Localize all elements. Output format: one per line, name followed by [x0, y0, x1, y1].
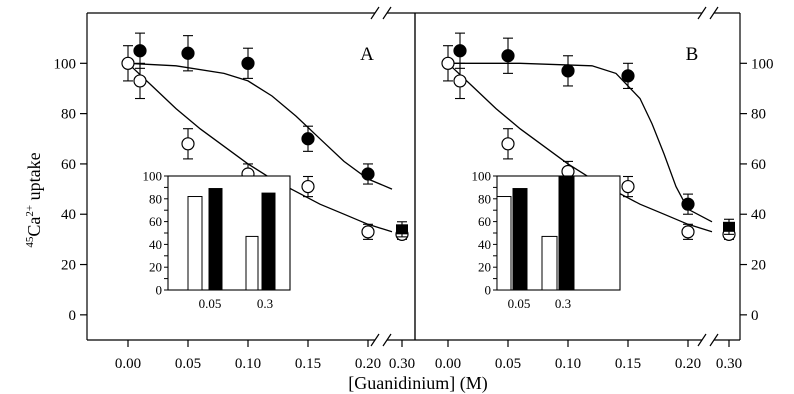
- data-point-filled: [681, 197, 695, 211]
- y-label-sup1: 45: [24, 236, 36, 248]
- y-label-sup2: 2+: [24, 205, 36, 217]
- data-point-open: [453, 74, 467, 88]
- y-tick-label: 100: [751, 56, 774, 72]
- axis-break-mark: [709, 6, 719, 20]
- fit-curve-filled: [448, 62, 713, 223]
- fit-curve-open: [447, 62, 713, 233]
- data-point-open: [361, 225, 375, 239]
- axis-break-mark: [697, 6, 707, 20]
- y-label-base: Ca: [24, 217, 44, 237]
- axis-break-mark: [370, 6, 380, 20]
- inset-category-label: 0.05: [199, 296, 222, 311]
- inset-y-tick-label: 80: [478, 191, 491, 206]
- y-tick-label: 20: [61, 258, 76, 274]
- x-tick-label: 0.30: [389, 356, 415, 372]
- inset-category-label: 0.3: [257, 296, 273, 311]
- inset-y-tick-label: 40: [478, 237, 491, 252]
- data-point-filled: [241, 56, 255, 70]
- data-point-open: [121, 56, 135, 70]
- data-point-filled: [133, 44, 147, 58]
- inset-bar-chart: 0 20 40 60 80 100 0.05 0.3: [143, 169, 291, 311]
- inset-y-tick-label: 20: [149, 260, 162, 275]
- x-tick-label: 0.10: [555, 356, 581, 372]
- y-tick-label: 40: [61, 207, 76, 223]
- y-tick-label: 60: [751, 157, 766, 173]
- inset-bar-open: [245, 235, 259, 291]
- data-point-open: [301, 179, 315, 194]
- x-tick-label: 0.20: [355, 356, 381, 372]
- y-tick-label: 100: [54, 56, 77, 72]
- y-tick-label: 40: [751, 207, 766, 223]
- inset-bar-open: [541, 235, 558, 291]
- inset-y-tick-label: 80: [149, 191, 162, 206]
- inset-y-tick-label: 40: [149, 237, 162, 252]
- data-point-open: [181, 137, 195, 151]
- data-point-filled: [501, 49, 515, 63]
- inset-y-tick-label: 0: [485, 283, 492, 298]
- data-point-filled: [561, 64, 575, 78]
- y-tick-label: 0: [69, 308, 77, 324]
- data-point-open: [441, 56, 455, 70]
- fit-curve-open: [127, 62, 393, 233]
- data-point-filled: [621, 69, 635, 83]
- inset-bar-filled: [208, 188, 223, 291]
- panel-b: 0 20 40 60 80 100 0.00 0.05 0.10 0.15 0.20 0.30 B 0 20…: [414, 6, 774, 372]
- inset-y-tick-label: 60: [478, 214, 491, 229]
- panel-label: A: [360, 44, 374, 65]
- data-point-open: [501, 137, 515, 151]
- x-axis-label: [Guanidinium] (M): [348, 373, 487, 394]
- x-tick-label: 0.05: [495, 356, 521, 372]
- x-tick-label: 0.30: [716, 356, 742, 372]
- inset-category-label: 0.3: [555, 296, 571, 311]
- panel-label: B: [686, 44, 699, 65]
- inset-y-tick-label: 100: [143, 169, 163, 184]
- x-tick-label: 0.15: [615, 356, 641, 372]
- y-tick-label: 0: [751, 308, 759, 324]
- x-tick-label: 0.10: [235, 356, 261, 372]
- inset-y-tick-label: 0: [156, 283, 163, 298]
- inset-bar-filled: [512, 188, 528, 291]
- x-tick-label: 0.00: [115, 356, 141, 372]
- inset-y-tick-label: 100: [472, 169, 492, 184]
- axis-break-mark: [382, 333, 392, 347]
- x-tick-label: 0.15: [295, 356, 321, 372]
- axis-break-mark: [370, 333, 380, 347]
- y-tick-label: 80: [61, 107, 76, 123]
- data-point-filled: [396, 224, 408, 235]
- y-tick-label: 60: [61, 157, 76, 173]
- inset-category-label: 0.05: [508, 296, 531, 311]
- x-tick-label: 0.00: [435, 356, 461, 372]
- data-point-filled: [301, 132, 315, 146]
- y-tick-label: 20: [751, 258, 766, 274]
- data-point-filled: [723, 221, 735, 232]
- x-tick-label: 0.20: [675, 356, 701, 372]
- x-tick-label: 0.05: [175, 356, 201, 372]
- data-point-open: [621, 179, 635, 194]
- inset-y-tick-label: 60: [149, 214, 162, 229]
- panel-a: 0 20 40 60 80 100 0.00 0.05 0.10 0.15 0.20 0.30 A 0 20…: [54, 6, 416, 372]
- inset-bar-chart: 0 20 40 60 80 100 0.05 0.3: [472, 169, 621, 311]
- inset-y-tick-label: 20: [478, 260, 491, 275]
- axis-break-mark: [382, 6, 392, 20]
- data-point-filled: [181, 46, 195, 60]
- data-point-filled: [453, 44, 467, 58]
- inset-bar-filled: [558, 175, 575, 291]
- y-label-rest: uptake: [24, 152, 44, 204]
- axis-break-mark: [697, 333, 707, 347]
- data-point-open: [681, 225, 695, 239]
- y-tick-label: 80: [751, 107, 766, 123]
- axis-break-mark: [709, 333, 719, 347]
- y-axis-label: 45Ca2+ uptake: [24, 152, 44, 247]
- inset-bar-open: [187, 196, 203, 291]
- inset-bar-open: [496, 196, 512, 291]
- data-point-open: [133, 74, 147, 88]
- inset-bar-filled: [261, 192, 276, 291]
- fit-curve-filled: [127, 62, 393, 190]
- data-point-filled: [361, 167, 375, 181]
